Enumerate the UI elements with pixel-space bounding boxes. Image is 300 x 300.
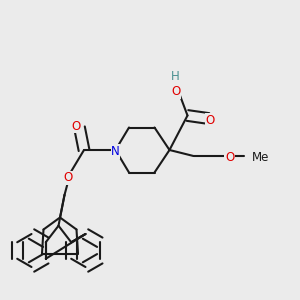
Text: H: H	[171, 70, 180, 83]
Text: O: O	[63, 171, 72, 184]
Text: O: O	[225, 151, 234, 164]
Text: O: O	[206, 113, 214, 127]
Text: O: O	[71, 119, 80, 133]
Text: N: N	[111, 145, 120, 158]
Text: Me: Me	[252, 151, 269, 164]
Text: O: O	[171, 85, 180, 98]
